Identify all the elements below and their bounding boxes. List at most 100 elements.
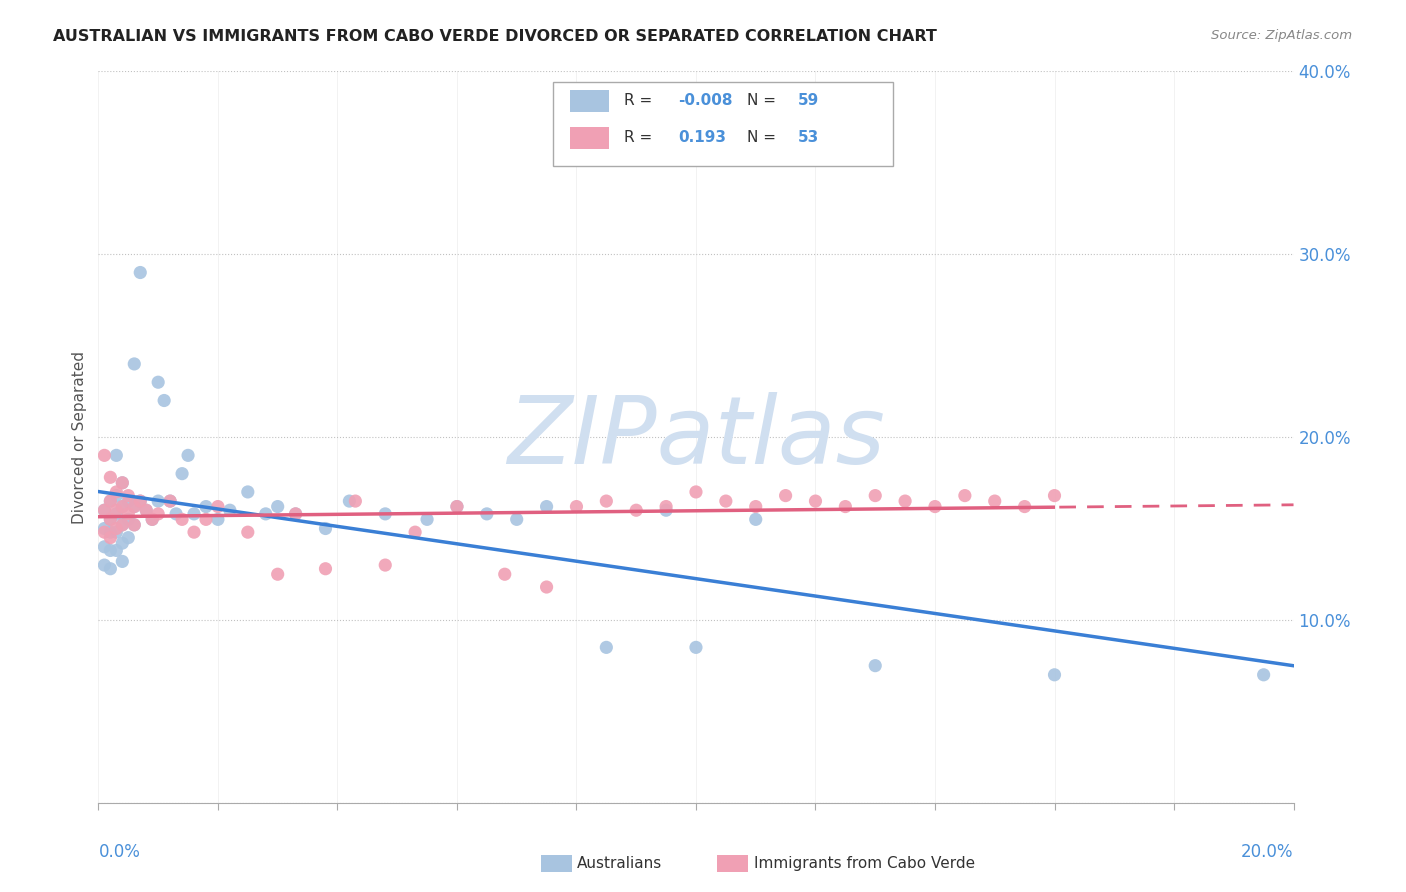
Point [804, 494, 827, 508]
Point [105, 507, 128, 521]
Bar [571, 127, 609, 149]
Point [93, 525, 115, 540]
Point [1043, 667, 1066, 681]
Point [536, 500, 558, 514]
Text: AUSTRALIAN VS IMMIGRANTS FROM CABO VERDE DIVORCED OR SEPARATED CORRELATION CHART: AUSTRALIAN VS IMMIGRANTS FROM CABO VERDE… [53, 29, 938, 44]
Point [565, 500, 588, 514]
Point [159, 494, 181, 508]
Point [98, 512, 122, 526]
Point [219, 503, 242, 517]
Text: 59: 59 [797, 93, 818, 108]
Text: R =: R = [624, 130, 658, 145]
Point [98, 470, 122, 484]
Point [1043, 489, 1066, 503]
Point [536, 580, 558, 594]
Point [284, 507, 307, 521]
Point [506, 512, 529, 526]
Point [135, 503, 157, 517]
Point [141, 512, 163, 526]
Point [475, 507, 498, 521]
Point [315, 521, 337, 535]
Point [1253, 667, 1275, 681]
Point [124, 517, 146, 532]
Point [117, 494, 139, 508]
Point [117, 531, 139, 545]
Point [111, 517, 134, 532]
Text: 53: 53 [797, 130, 818, 145]
Point [117, 512, 139, 526]
Text: Source: ZipAtlas.com: Source: ZipAtlas.com [1212, 29, 1353, 42]
Point [129, 266, 152, 280]
Point [953, 489, 976, 503]
Point [98, 531, 122, 545]
Point [159, 494, 181, 508]
Point [105, 521, 128, 535]
Point [595, 640, 617, 655]
Point [105, 485, 128, 500]
Point [404, 525, 426, 540]
Point [195, 500, 218, 514]
Point [93, 503, 115, 517]
Point [105, 543, 128, 558]
Point [236, 485, 259, 500]
Y-axis label: Divorced or Separated: Divorced or Separated [72, 351, 87, 524]
Text: ZIPatlas: ZIPatlas [508, 392, 884, 483]
Point [267, 567, 290, 582]
Point [93, 540, 115, 554]
Point [626, 503, 648, 517]
Point [105, 448, 128, 462]
Point [111, 536, 134, 550]
Point [195, 512, 218, 526]
Point [745, 512, 768, 526]
Point [98, 494, 122, 508]
Point [98, 562, 122, 576]
Point [685, 640, 707, 655]
Point [834, 500, 856, 514]
Point [124, 500, 146, 514]
Point [655, 500, 678, 514]
Point [111, 500, 134, 514]
Point [339, 494, 361, 508]
Point [105, 503, 128, 517]
Point [124, 517, 146, 532]
Point [655, 503, 678, 517]
Point [865, 658, 887, 673]
Point [446, 500, 468, 514]
Point [111, 517, 134, 532]
Point [148, 375, 170, 389]
Point [685, 485, 707, 500]
Point [775, 489, 797, 503]
Point [494, 567, 516, 582]
Text: N =: N = [748, 93, 782, 108]
Point [984, 494, 1007, 508]
Point [267, 500, 290, 514]
Point [111, 500, 134, 514]
Point [98, 543, 122, 558]
Point [894, 494, 917, 508]
Point [135, 503, 157, 517]
Point [1014, 500, 1036, 514]
Text: 0.193: 0.193 [678, 130, 725, 145]
Point [924, 500, 946, 514]
Text: 0.0%: 0.0% [98, 843, 141, 861]
Point [284, 507, 307, 521]
Point [374, 558, 396, 573]
Text: 20.0%: 20.0% [1241, 843, 1294, 861]
Point [117, 489, 139, 503]
Point [165, 507, 187, 521]
Point [124, 500, 146, 514]
Point [111, 475, 134, 490]
Point [117, 507, 139, 521]
Point [865, 489, 887, 503]
Point [183, 525, 205, 540]
Bar [571, 89, 609, 112]
Point [172, 512, 194, 526]
Point [111, 475, 134, 490]
Point [714, 494, 737, 508]
Point [98, 525, 122, 540]
Point [111, 554, 134, 568]
Point [207, 512, 229, 526]
Point [129, 494, 152, 508]
Point [93, 503, 115, 517]
Text: R =: R = [624, 93, 658, 108]
